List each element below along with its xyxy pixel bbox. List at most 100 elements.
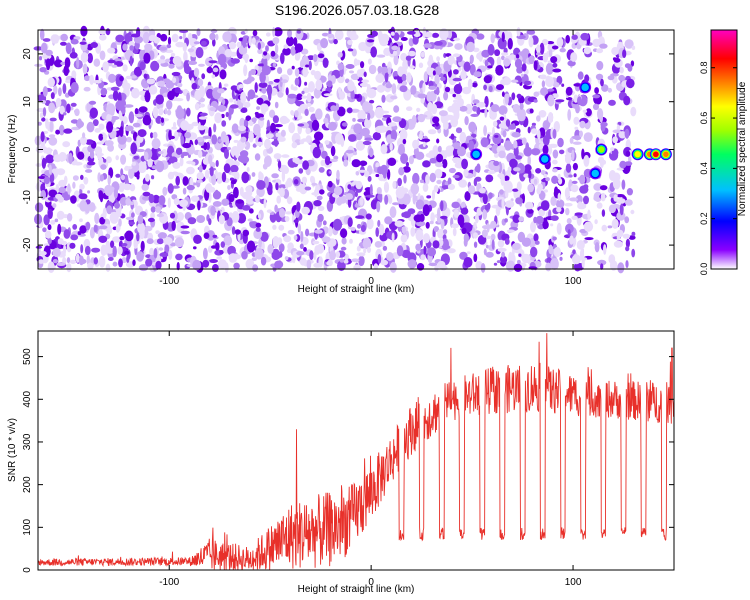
heatmap-cell bbox=[203, 142, 208, 151]
heatmap-cell bbox=[386, 138, 396, 143]
heatmap-cell bbox=[595, 73, 604, 81]
heatmap-cell bbox=[360, 224, 366, 233]
heatmap-cell bbox=[501, 31, 505, 43]
heatmap-cell bbox=[580, 32, 590, 41]
heatmap-cell bbox=[255, 141, 264, 146]
heatmap-cell bbox=[143, 73, 148, 79]
heatmap-cell bbox=[62, 141, 71, 148]
heatmap-cell bbox=[561, 83, 565, 87]
heatmap-cell bbox=[567, 229, 571, 237]
heatmap-peak bbox=[591, 169, 599, 178]
heatmap-cell bbox=[486, 145, 493, 148]
heatmap-cell bbox=[125, 75, 133, 80]
heatmap-cell bbox=[521, 237, 532, 247]
heatmap-cell bbox=[455, 127, 463, 134]
heatmap-cell bbox=[79, 225, 87, 234]
heatmap-cell bbox=[358, 260, 364, 267]
heatmap-cell bbox=[320, 159, 326, 167]
heatmap-cell bbox=[557, 173, 561, 180]
heatmap-cell bbox=[370, 46, 378, 58]
heatmap-cell bbox=[98, 29, 107, 35]
heatmap-cell bbox=[482, 193, 488, 205]
heatmap-cell bbox=[382, 245, 388, 251]
heatmap-cell bbox=[337, 106, 346, 117]
heatmap-cell bbox=[376, 200, 381, 213]
heatmap-cell bbox=[124, 250, 130, 255]
heatmap-cell bbox=[209, 166, 214, 177]
heatmap-cell bbox=[484, 204, 489, 211]
heatmap-cell bbox=[48, 134, 56, 138]
heatmap-cell bbox=[191, 195, 200, 202]
x-tick-label: 0 bbox=[368, 577, 374, 588]
heatmap-cell bbox=[428, 80, 434, 88]
heatmap-cell bbox=[540, 200, 550, 211]
heatmap-cell bbox=[225, 111, 229, 118]
heatmap-cell bbox=[564, 154, 572, 164]
heatmap-cell bbox=[264, 138, 271, 150]
heatmap-cell bbox=[211, 74, 216, 79]
heatmap-cell bbox=[104, 184, 113, 197]
heatmap-cell bbox=[146, 238, 154, 245]
heatmap-peak bbox=[581, 83, 589, 92]
heatmap-cell bbox=[267, 244, 274, 254]
heatmap-cell bbox=[525, 201, 534, 210]
heatmap-cell bbox=[418, 133, 423, 141]
heatmap-cell bbox=[363, 71, 367, 78]
heatmap-cell bbox=[322, 57, 329, 68]
heatmap-cell bbox=[345, 64, 355, 69]
heatmap-cell bbox=[352, 151, 358, 156]
heatmap-cell bbox=[377, 254, 382, 264]
heatmap-cell bbox=[265, 133, 274, 139]
heatmap-cell bbox=[616, 234, 621, 240]
heatmap-cell bbox=[233, 139, 239, 143]
heatmap-cell bbox=[435, 162, 443, 168]
heatmap-cell bbox=[504, 93, 510, 99]
heatmap-cell bbox=[445, 145, 454, 153]
heatmap-cell bbox=[557, 137, 564, 148]
heatmap-cell bbox=[274, 101, 279, 109]
heatmap-cell bbox=[350, 226, 356, 231]
heatmap-cell bbox=[377, 166, 384, 175]
heatmap-cell bbox=[461, 207, 469, 215]
heatmap-cell bbox=[463, 169, 469, 177]
heatmap-cell bbox=[364, 170, 370, 178]
heatmap-cell bbox=[179, 157, 184, 167]
heatmap-cell bbox=[445, 114, 455, 120]
heatmap-cell bbox=[260, 231, 269, 242]
heatmap-cell bbox=[317, 213, 324, 223]
heatmap-cell bbox=[453, 99, 458, 104]
heatmap-cell bbox=[577, 201, 583, 209]
heatmap-cell bbox=[537, 129, 541, 140]
heatmap-cell bbox=[451, 201, 461, 209]
heatmap-cell bbox=[168, 156, 178, 164]
heatmap-cell bbox=[450, 133, 455, 140]
heatmap-cell bbox=[550, 215, 559, 221]
heatmap-cell bbox=[521, 63, 527, 72]
heatmap-cell bbox=[434, 41, 443, 46]
heatmap-cell bbox=[422, 160, 431, 168]
heatmap-cell bbox=[553, 246, 561, 258]
heatmap-cell bbox=[631, 248, 636, 258]
heatmap-cell bbox=[79, 183, 85, 190]
heatmap-cell bbox=[432, 116, 440, 124]
heatmap-cell bbox=[160, 55, 166, 61]
heatmap-cell bbox=[583, 221, 594, 232]
heatmap-cell bbox=[242, 36, 247, 49]
heatmap-cell bbox=[167, 171, 175, 180]
heatmap-cell bbox=[419, 179, 424, 184]
heatmap-cell bbox=[315, 108, 323, 120]
heatmap-cell bbox=[432, 240, 440, 249]
heatmap-cell bbox=[362, 140, 372, 146]
heatmap-cells bbox=[33, 25, 637, 274]
heatmap-cell bbox=[535, 215, 544, 225]
heatmap-cell bbox=[120, 174, 125, 181]
heatmap-cell bbox=[571, 135, 581, 140]
heatmap-cell bbox=[512, 214, 521, 223]
heatmap-cell bbox=[411, 115, 417, 126]
heatmap-cell bbox=[579, 248, 585, 260]
heatmap-cell bbox=[249, 58, 253, 63]
heatmap-cell bbox=[485, 244, 489, 249]
heatmap-cell bbox=[98, 123, 105, 131]
heatmap-cell bbox=[625, 199, 633, 206]
heatmap-cell bbox=[148, 193, 155, 204]
